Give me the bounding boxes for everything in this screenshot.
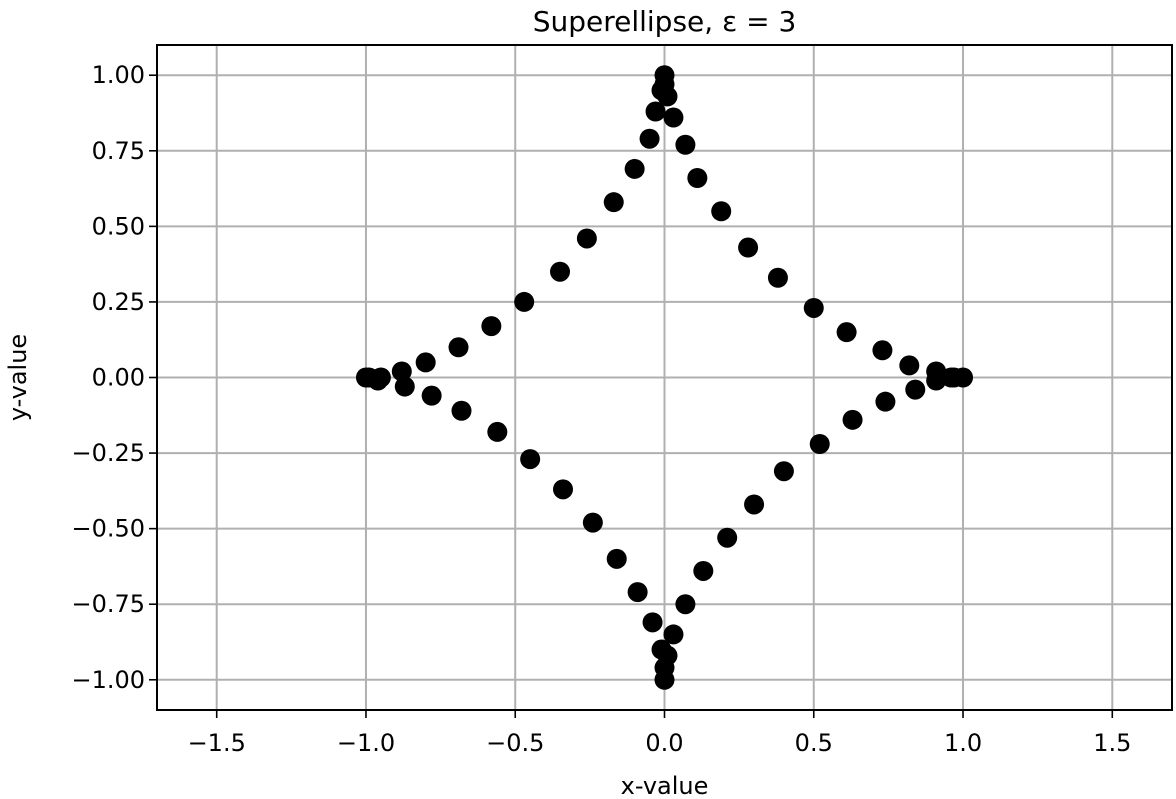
x-tick-label: 1.5	[1093, 729, 1131, 757]
data-point	[663, 107, 684, 128]
data-point	[773, 461, 794, 482]
data-point	[899, 355, 920, 376]
data-point	[645, 101, 666, 122]
data-point	[926, 370, 947, 391]
data-point	[872, 340, 893, 361]
data-point	[905, 379, 926, 400]
data-point	[421, 385, 442, 406]
data-point	[624, 158, 645, 179]
y-tick-label: 0.25	[92, 288, 145, 316]
data-point	[675, 134, 696, 155]
data-points	[355, 65, 974, 690]
y-tick-label: 0.75	[92, 137, 145, 165]
data-point	[394, 376, 415, 397]
data-point	[836, 322, 857, 343]
y-tick-label: −0.25	[71, 439, 145, 467]
data-point	[391, 361, 412, 382]
x-tick-label: −1.0	[337, 729, 395, 757]
y-tick-label: 0.50	[92, 212, 145, 240]
x-tick-label: −1.5	[188, 729, 246, 757]
y-tick-label: −0.50	[71, 515, 145, 543]
data-point	[717, 527, 738, 548]
data-point	[520, 449, 541, 470]
data-point	[576, 228, 597, 249]
data-point	[842, 409, 863, 430]
data-point	[654, 65, 675, 86]
y-axis-title: y-value	[4, 334, 32, 421]
data-point	[481, 316, 502, 337]
data-point	[744, 494, 765, 515]
data-point	[603, 192, 624, 213]
y-tick-label: −1.00	[71, 666, 145, 694]
chart-title: Superellipse, ε = 3	[533, 5, 797, 38]
y-tick-label: −0.75	[71, 590, 145, 618]
data-point	[627, 582, 648, 603]
x-tick-label: 1.0	[944, 729, 982, 757]
data-point	[675, 594, 696, 615]
data-point	[687, 168, 708, 188]
data-point	[606, 548, 627, 569]
data-point	[514, 291, 535, 312]
x-axis: −1.5 −1.0 −0.5 0.0 0.5 1.0 1.5	[188, 710, 1131, 757]
data-point	[654, 669, 675, 690]
data-point	[711, 201, 732, 222]
data-point	[941, 367, 962, 388]
grid-lines	[157, 45, 1172, 710]
y-tick-label: 0.00	[92, 364, 145, 392]
y-tick-label: 1.00	[92, 61, 145, 89]
data-point	[582, 512, 603, 533]
data-point	[875, 391, 896, 412]
data-point	[693, 560, 714, 581]
data-point	[451, 400, 472, 421]
data-point	[448, 337, 469, 358]
data-point	[550, 261, 571, 282]
data-point	[803, 297, 824, 318]
data-point	[651, 80, 672, 101]
x-axis-title: x-value	[621, 772, 709, 799]
data-point	[487, 421, 508, 442]
data-point	[657, 645, 678, 666]
y-axis: 1.00 0.75 0.50 0.25 0.00 −0.25 −0.50 −0.75 −1.00	[71, 61, 157, 694]
x-tick-label: 0.5	[795, 729, 833, 757]
data-point	[767, 267, 788, 288]
data-point	[415, 352, 436, 373]
data-point	[642, 612, 663, 633]
data-point	[639, 128, 660, 149]
data-point	[367, 370, 388, 391]
data-point	[738, 237, 759, 258]
data-point	[663, 624, 684, 645]
x-tick-label: −0.5	[486, 729, 544, 757]
x-tick-label: 0.0	[645, 729, 683, 757]
data-point	[553, 479, 573, 500]
data-point	[809, 434, 830, 454]
